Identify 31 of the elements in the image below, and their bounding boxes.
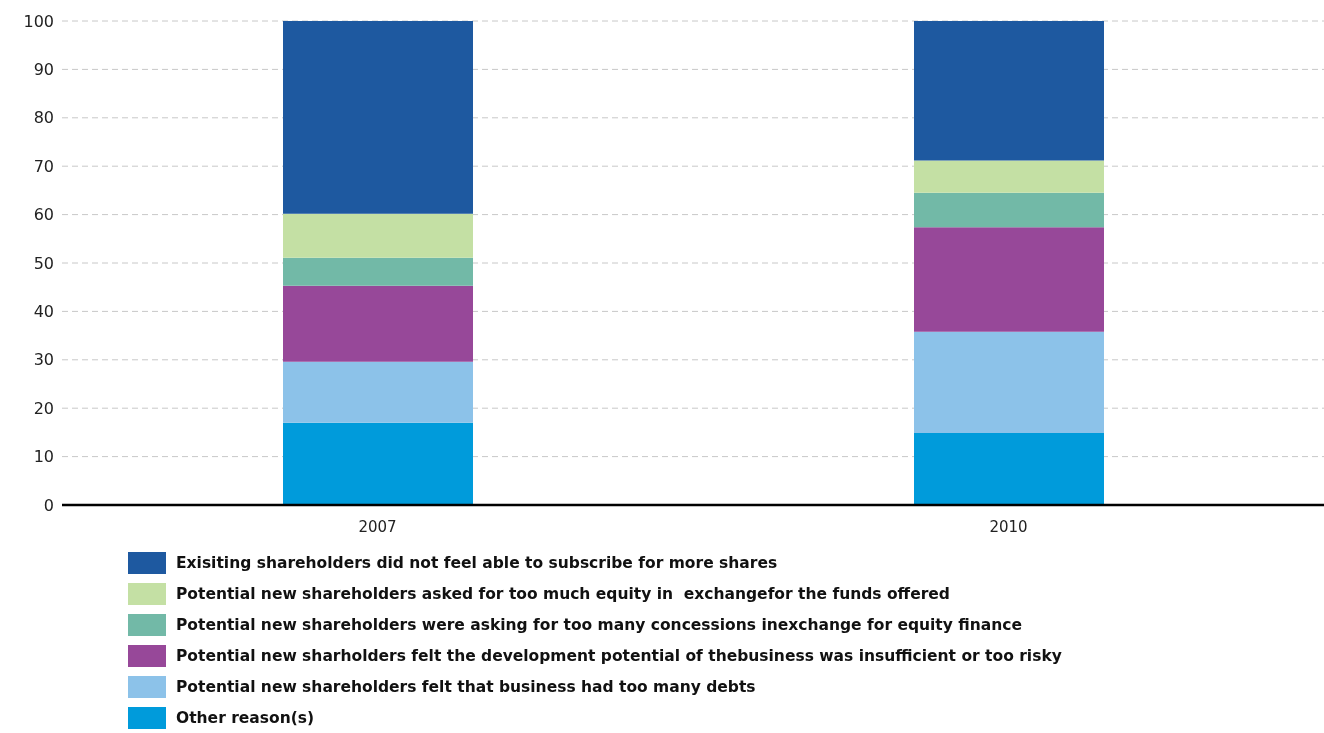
y-tick-label: 80 <box>33 108 54 128</box>
bar <box>283 21 473 214</box>
y-tick-label: 20 <box>33 398 54 418</box>
bar <box>914 432 1104 505</box>
bar <box>914 227 1104 332</box>
y-tick-label: 50 <box>33 253 54 273</box>
y-tick-label: 0 <box>43 495 54 515</box>
y-tick-label: 70 <box>33 156 54 176</box>
y-tick-label: 30 <box>33 350 54 370</box>
legend-label: Exisiting shareholders did not feel able to subscribe for more shares <box>176 553 778 572</box>
bar <box>914 21 1104 161</box>
x-tick-label: 2007 <box>358 517 397 536</box>
legend-label: Potential new shareholders were asking for too many concessions inexchange for equity finance <box>176 615 1022 634</box>
legend-label: Other reason(s) <box>176 708 315 727</box>
legend-label: Potential new shareholders asked for too much equity in exchangefor the funds offered <box>176 584 950 603</box>
bar <box>914 160 1104 193</box>
legend-label: Potential new shareholders felt that business had too many debts <box>176 677 756 696</box>
y-tick-label: 10 <box>33 447 54 467</box>
bar <box>283 285 473 362</box>
y-tick-label: 60 <box>33 205 54 225</box>
y-tick-label: 100 <box>23 11 54 31</box>
y-tick-label: 90 <box>33 60 54 80</box>
bar <box>283 257 473 286</box>
legend-label: Potential new sharholders felt the development potential of thebusiness was insufficient or too risky <box>176 646 1062 665</box>
bar <box>283 361 473 423</box>
bar <box>914 192 1104 228</box>
y-tick-label: 40 <box>33 302 54 322</box>
x-tick-label: 2010 <box>989 517 1028 536</box>
bar <box>283 213 473 258</box>
bar <box>914 331 1104 433</box>
bar <box>283 422 473 505</box>
